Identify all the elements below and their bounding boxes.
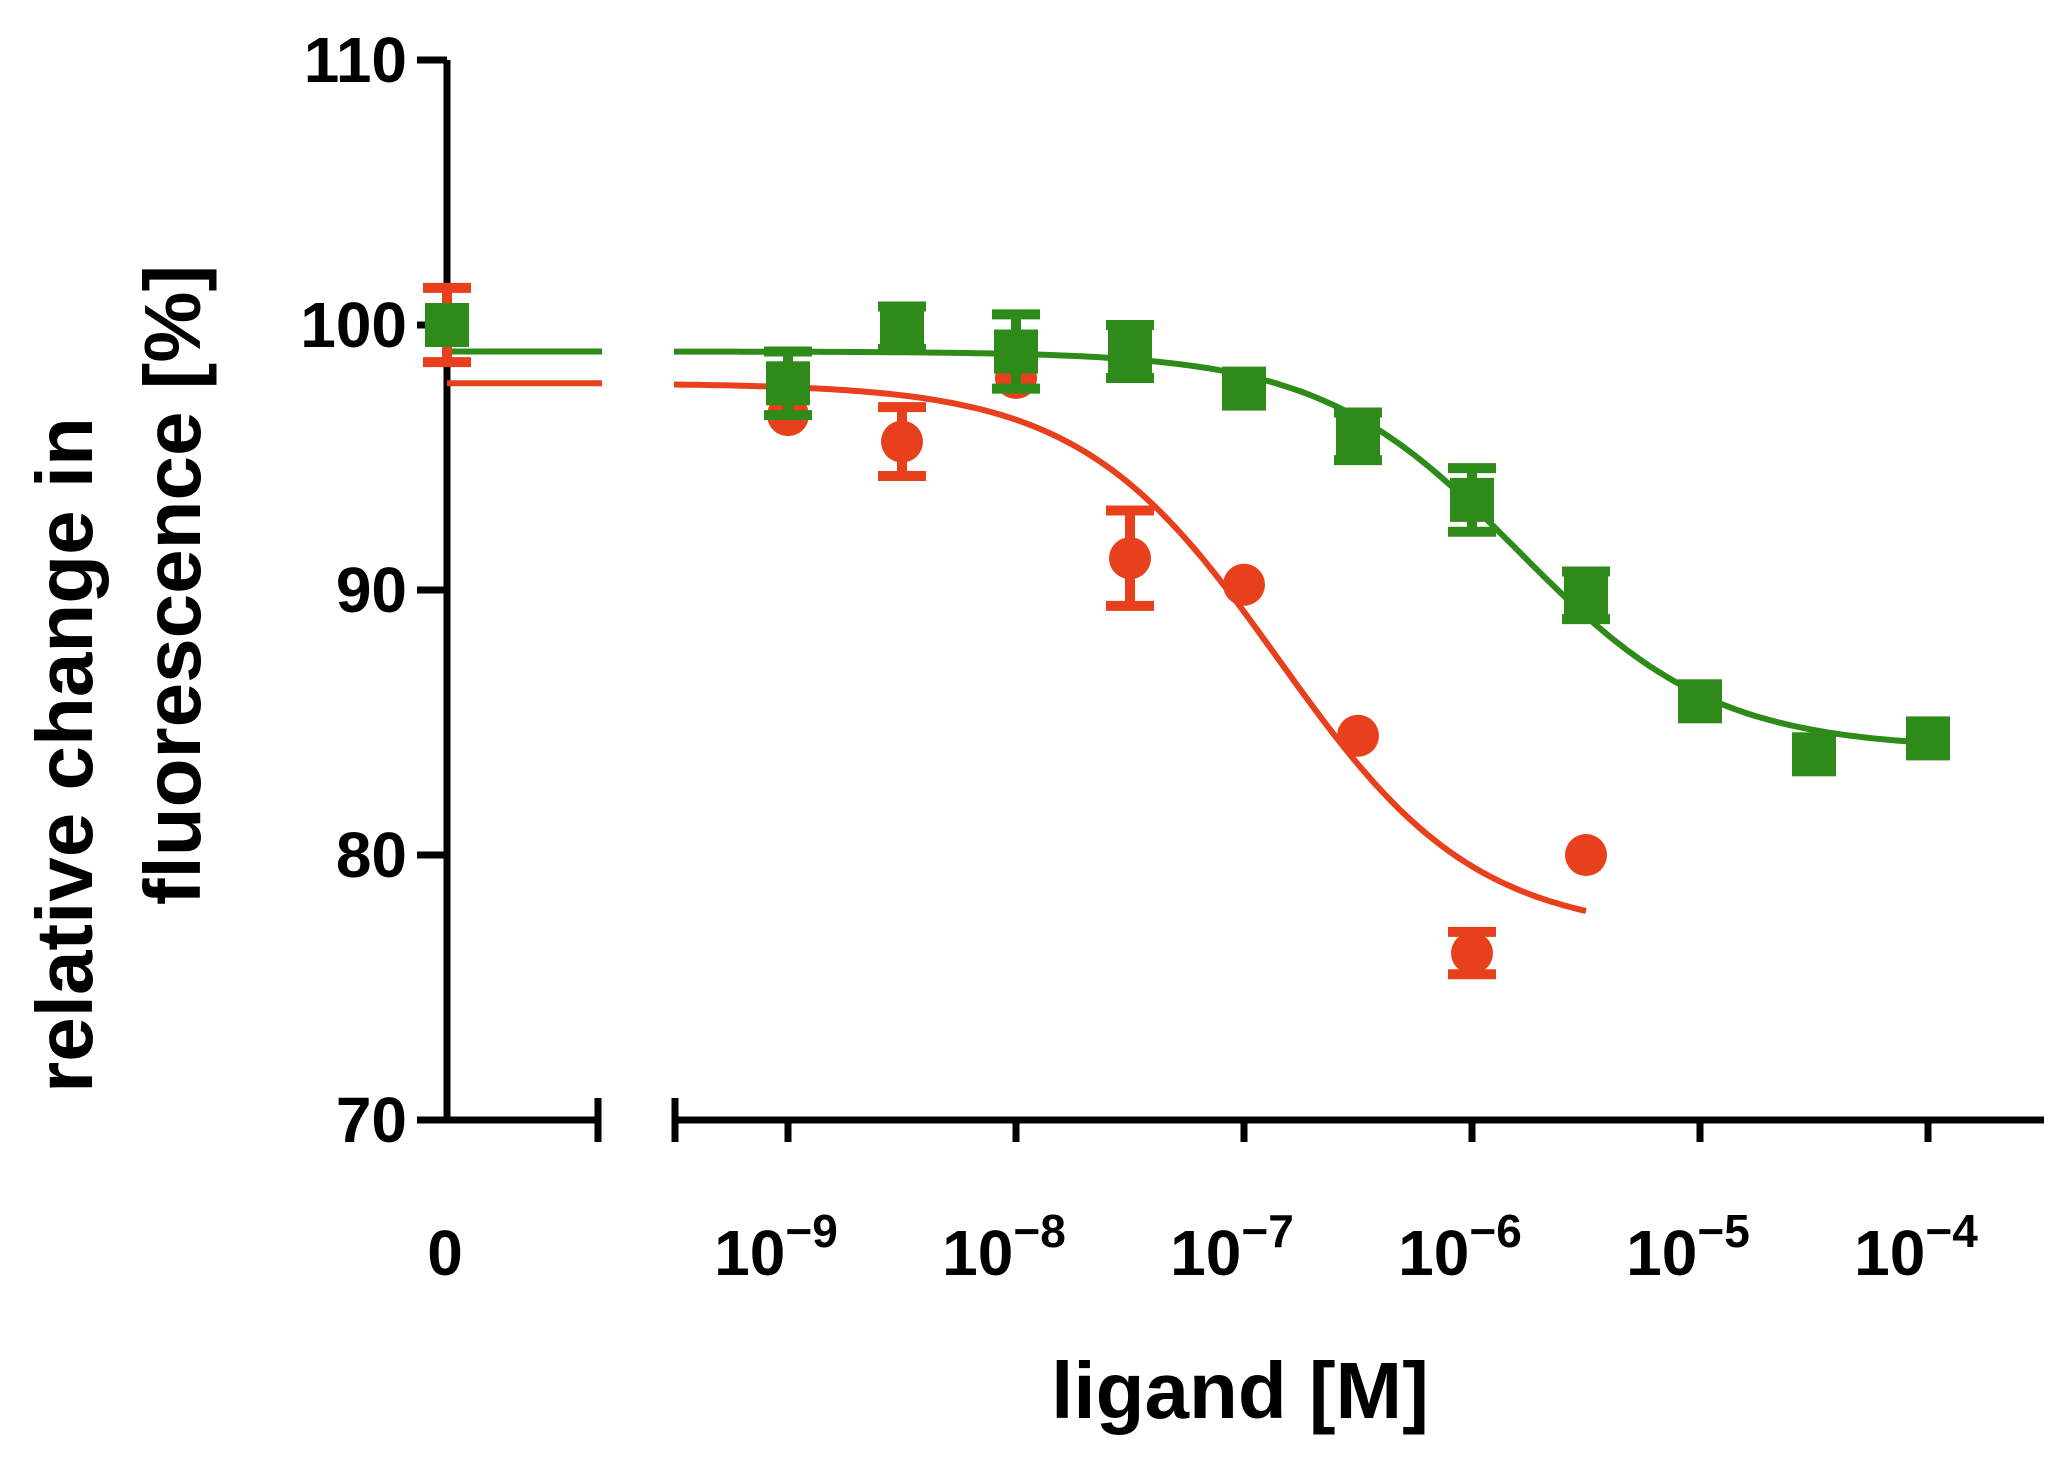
data-points [423,282,1950,980]
x-tick-label: 10−4 [1854,1205,1978,1289]
x-tick-label-exponent: −6 [1469,1205,1521,1257]
green-point [1336,414,1380,459]
green-fit-curve [674,348,1929,746]
green-point [1564,573,1608,618]
y-tick-label: 70 [336,1084,407,1156]
x-tick-label-exponent: −8 [1013,1205,1065,1257]
x-tick-label-zero: 0 [427,1217,463,1289]
x-tick-label-base: 10 [1854,1217,1925,1289]
x-tick-label-base: 10 [1398,1217,1469,1289]
green-point [766,361,810,406]
red-point [1223,563,1265,606]
green-point [1450,477,1494,522]
green-point [1678,679,1722,724]
green-point [994,329,1038,374]
x-tick-label: 10−6 [1398,1205,1522,1289]
y-axis-title-line-2: fluorescence [%] [128,265,217,905]
green-point-zero [425,303,469,347]
y-axis-title-line-1: relative change in [20,417,109,1093]
x-tick-label-base: 10 [942,1217,1013,1289]
x-tick-label: 10−8 [942,1205,1066,1289]
fit-curves [447,348,1929,914]
green-point [880,305,924,350]
green-point [1792,732,1836,777]
y-ticks: 70 80 90 100 110 [300,24,447,1156]
y-tick-label: 100 [300,289,407,361]
x-tick-label-exponent: −9 [785,1205,837,1257]
red-point [1565,834,1607,876]
red-fit-curve [673,381,1587,914]
x-tick-label-base: 10 [1170,1217,1241,1289]
red-point [1109,537,1151,580]
red-point [1337,714,1379,757]
red-point [881,420,923,463]
green-point [1222,366,1266,411]
y-tick-label: 110 [304,24,407,96]
x-axis-title: ligand [M] [1051,1346,1429,1435]
x-tick-label-base: 10 [1626,1217,1697,1289]
x-tick-label-exponent: −7 [1241,1205,1293,1257]
x-ticks: 10−9 10−8 10−7 10−6 10−5 10−4 [714,1120,1978,1289]
x-tick-label: 10−5 [1626,1205,1750,1289]
red-point [1451,932,1493,975]
x-tick-label: 10−9 [714,1205,838,1289]
x-tick-label-exponent: −4 [1925,1205,1978,1257]
green-point [1906,716,1950,761]
x-tick-label-exponent: −5 [1697,1205,1749,1257]
y-tick-label: 80 [336,819,407,891]
x-tick-label: 10−7 [1170,1205,1294,1289]
green-point [1108,329,1152,374]
y-tick-label: 90 [336,554,407,626]
x-tick-label-base: 10 [714,1217,785,1289]
